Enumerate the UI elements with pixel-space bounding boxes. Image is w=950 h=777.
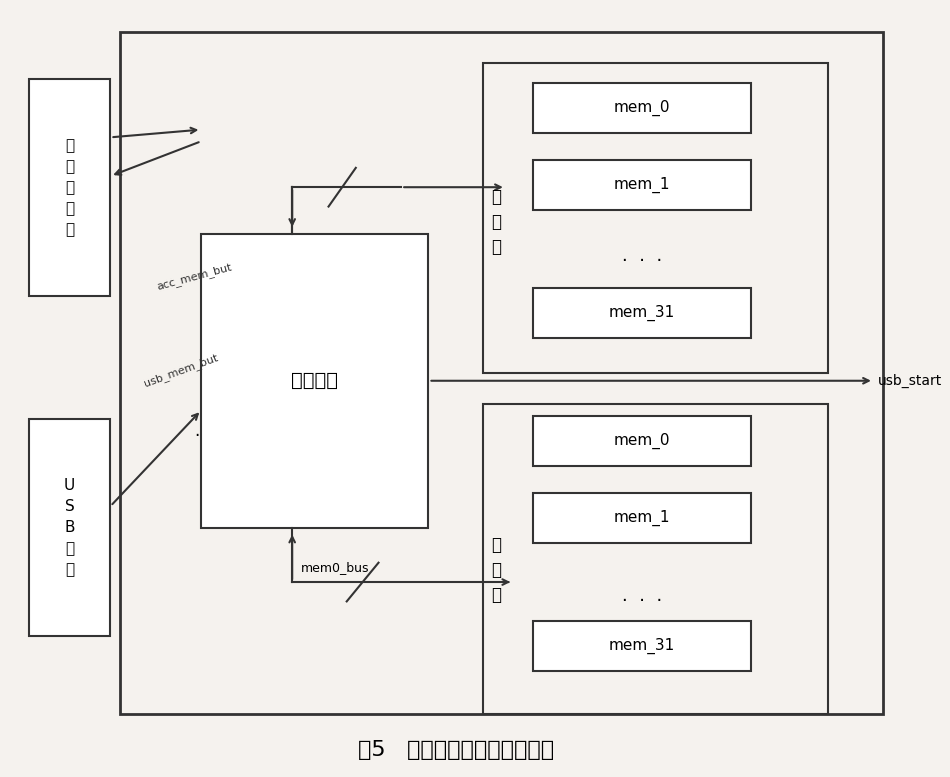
Text: acc_mem_but: acc_mem_but (156, 261, 234, 291)
Text: mem_0: mem_0 (614, 433, 671, 449)
FancyBboxPatch shape (120, 33, 883, 713)
FancyBboxPatch shape (483, 404, 828, 713)
Text: .: . (194, 422, 200, 440)
Text: ·  ·  ·: · · · (622, 252, 662, 270)
Text: U
S
B
接
口: U S B 接 口 (64, 479, 75, 577)
FancyBboxPatch shape (201, 234, 428, 528)
Text: usb_start: usb_start (879, 374, 942, 388)
Text: 存
储
体: 存 储 体 (492, 536, 502, 605)
FancyBboxPatch shape (533, 416, 751, 466)
Text: mem_31: mem_31 (609, 638, 675, 654)
FancyBboxPatch shape (28, 420, 110, 636)
Text: mem_1: mem_1 (614, 510, 671, 526)
Text: 累
加
器
接
口: 累 加 器 接 口 (65, 138, 74, 237)
FancyBboxPatch shape (533, 82, 751, 133)
Text: 存
储
体: 存 储 体 (492, 188, 502, 256)
FancyBboxPatch shape (533, 621, 751, 671)
Text: mem_1: mem_1 (614, 177, 671, 193)
Text: mem_31: mem_31 (609, 305, 675, 321)
Text: mem_0: mem_0 (614, 99, 671, 116)
FancyBboxPatch shape (533, 160, 751, 211)
FancyBboxPatch shape (483, 64, 828, 373)
Text: 图5   存储器控制单元结构框图: 图5 存储器控制单元结构框图 (358, 740, 554, 760)
Text: mem0_bus: mem0_bus (301, 561, 370, 574)
FancyBboxPatch shape (533, 493, 751, 543)
Text: ·  ·  ·: · · · (622, 592, 662, 611)
Text: 控制模块: 控制模块 (292, 371, 338, 390)
Text: usb_mem_but: usb_mem_but (142, 351, 219, 388)
FancyBboxPatch shape (533, 287, 751, 338)
FancyBboxPatch shape (28, 78, 110, 295)
